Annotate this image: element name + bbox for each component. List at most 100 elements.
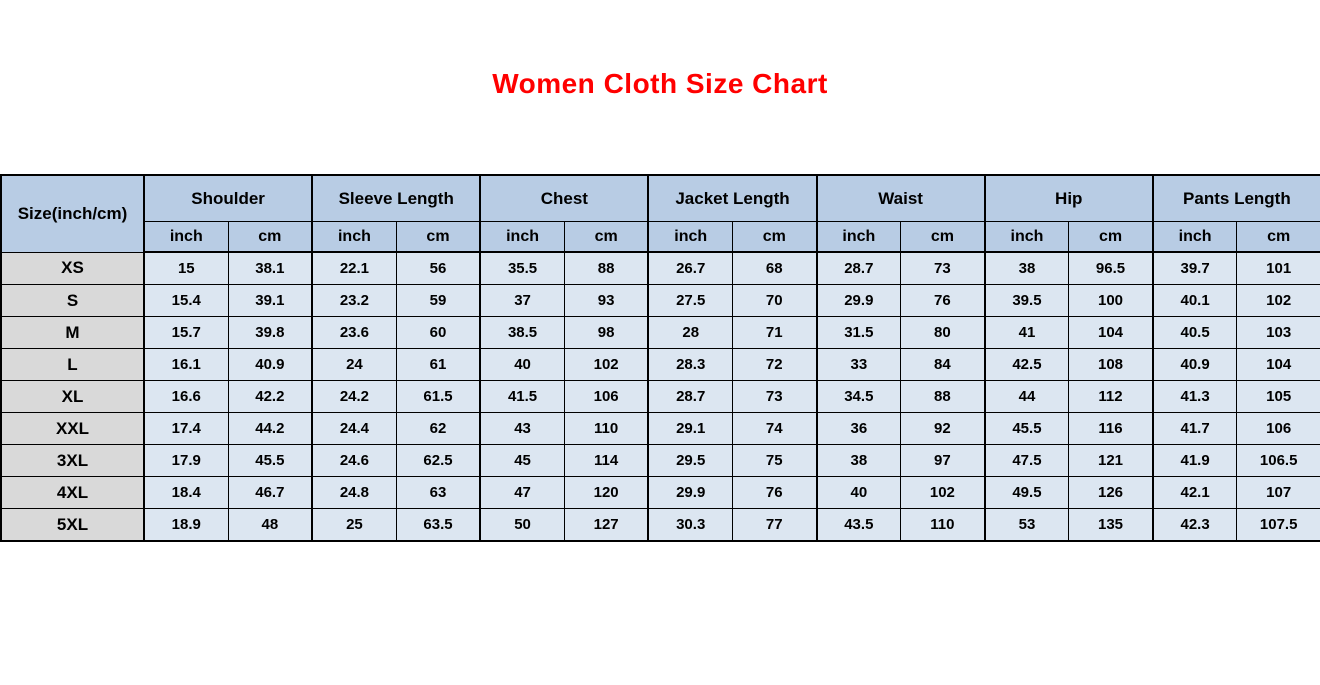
table-cell: 43.5 xyxy=(815,508,902,542)
table-cell: 104 xyxy=(1068,316,1154,349)
table-cell: 28.7 xyxy=(815,251,902,285)
column-group-header: Sleeve Length xyxy=(311,174,481,222)
table-cell: 88 xyxy=(563,251,649,285)
table-cell: 72 xyxy=(731,348,818,381)
table-cell: 53 xyxy=(983,508,1070,542)
table-cell: 73 xyxy=(900,251,986,285)
unit-header: inch xyxy=(815,221,902,253)
table-cell: 38 xyxy=(815,444,902,477)
table-cell: 35.5 xyxy=(479,251,565,285)
column-group-header: Shoulder xyxy=(142,174,313,222)
column-group-header: Hip xyxy=(983,174,1154,222)
table-cell: 127 xyxy=(563,508,649,542)
table-cell: 40 xyxy=(815,476,902,509)
table-cell: 126 xyxy=(1068,476,1154,509)
table-cell: 31.5 xyxy=(815,316,902,349)
table-cell: 121 xyxy=(1068,444,1154,477)
unit-header: cm xyxy=(395,221,481,253)
table-cell: 18.9 xyxy=(142,508,229,542)
table-cell: 61.5 xyxy=(395,380,481,413)
table-cell: 102 xyxy=(1236,284,1320,317)
table-cell: 116 xyxy=(1068,412,1154,445)
table-cell: 60 xyxy=(395,316,481,349)
table-cell: 73 xyxy=(731,380,818,413)
table-cell: 76 xyxy=(900,284,986,317)
table-header: Size(inch/cm) Shoulder Sleeve Length Chest J… xyxy=(0,174,1320,253)
table-cell: 41 xyxy=(983,316,1070,349)
table-cell: 41.9 xyxy=(1151,444,1238,477)
table-cell: 76 xyxy=(731,476,818,509)
table-cell: 22.1 xyxy=(311,251,397,285)
table-cell: 45.5 xyxy=(983,412,1070,445)
table-cell: 74 xyxy=(731,412,818,445)
table-cell: 29.9 xyxy=(815,284,902,317)
page-title: Women Cloth Size Chart xyxy=(492,68,828,99)
column-group-header: Waist xyxy=(815,174,986,222)
table-cell: 24.4 xyxy=(311,412,397,445)
table-cell: 25 xyxy=(311,508,397,542)
table-cell: 44.2 xyxy=(227,412,313,445)
table-cell: 34.5 xyxy=(815,380,902,413)
table-cell: 63.5 xyxy=(395,508,481,542)
unit-header: cm xyxy=(900,221,986,253)
table-cell: 15 xyxy=(142,251,229,285)
table-cell: 39.8 xyxy=(227,316,313,349)
table-cell: 102 xyxy=(563,348,649,381)
table-row: XS 15 38.1 22.1 56 35.5 88 26.7 68 28.7 73 38 96.5 39… xyxy=(0,251,1320,285)
table-cell: 40.1 xyxy=(1151,284,1238,317)
table-cell: 101 xyxy=(1236,251,1320,285)
table-cell: 88 xyxy=(900,380,986,413)
table-cell: 77 xyxy=(731,508,818,542)
table-cell: 36 xyxy=(815,412,902,445)
row-size-label: XL xyxy=(0,380,145,413)
table-cell: 17.4 xyxy=(142,412,229,445)
column-group-header: Jacket Length xyxy=(647,174,818,222)
table-cell: 56 xyxy=(395,251,481,285)
unit-header: inch xyxy=(983,221,1070,253)
table-cell: 108 xyxy=(1068,348,1154,381)
corner-header: Size(inch/cm) xyxy=(0,174,145,253)
table-cell: 44 xyxy=(983,380,1070,413)
table-cell: 47 xyxy=(479,476,565,509)
table-cell: 24 xyxy=(311,348,397,381)
unit-header: inch xyxy=(647,221,733,253)
table-cell: 45 xyxy=(479,444,565,477)
table-cell: 23.2 xyxy=(311,284,397,317)
table-row: 5XL 18.9 48 25 63.5 50 127 30.3 77 43.5 110 53 135 42… xyxy=(0,508,1320,542)
table-cell: 29.5 xyxy=(647,444,733,477)
table-cell: 100 xyxy=(1068,284,1154,317)
table-cell: 96.5 xyxy=(1068,251,1154,285)
table-cell: 29.1 xyxy=(647,412,733,445)
table-cell: 24.8 xyxy=(311,476,397,509)
table-cell: 114 xyxy=(563,444,649,477)
table-cell: 28 xyxy=(647,316,733,349)
table-cell: 40.9 xyxy=(1151,348,1238,381)
unit-header: cm xyxy=(563,221,649,253)
table-cell: 49.5 xyxy=(983,476,1070,509)
table-cell: 15.7 xyxy=(142,316,229,349)
table-cell: 50 xyxy=(479,508,565,542)
table-cell: 107 xyxy=(1236,476,1320,509)
table-cell: 92 xyxy=(900,412,986,445)
table-cell: 110 xyxy=(563,412,649,445)
table-cell: 106 xyxy=(563,380,649,413)
table-cell: 84 xyxy=(900,348,986,381)
table-cell: 41.3 xyxy=(1151,380,1238,413)
table-cell: 75 xyxy=(731,444,818,477)
table-cell: 103 xyxy=(1236,316,1320,349)
table-cell: 71 xyxy=(731,316,818,349)
row-size-label: M xyxy=(0,316,145,349)
table-cell: 40.9 xyxy=(227,348,313,381)
table-cell: 63 xyxy=(395,476,481,509)
table-cell: 62.5 xyxy=(395,444,481,477)
table-row: XL 16.6 42.2 24.2 61.5 41.5 106 28.7 73 34.5 88 44 1… xyxy=(0,380,1320,413)
table-cell: 17.9 xyxy=(142,444,229,477)
table-cell: 39.7 xyxy=(1151,251,1238,285)
row-size-label: 4XL xyxy=(0,476,145,509)
unit-header: cm xyxy=(227,221,313,253)
table-cell: 41.7 xyxy=(1151,412,1238,445)
table-body: XS 15 38.1 22.1 56 35.5 88 26.7 68 28.7 73 38 96.5 39… xyxy=(0,251,1320,542)
table-cell: 38.1 xyxy=(227,251,313,285)
table-row: L 16.1 40.9 24 61 40 102 28.3 72 33 84 42.5 108 40.9 1… xyxy=(0,348,1320,381)
